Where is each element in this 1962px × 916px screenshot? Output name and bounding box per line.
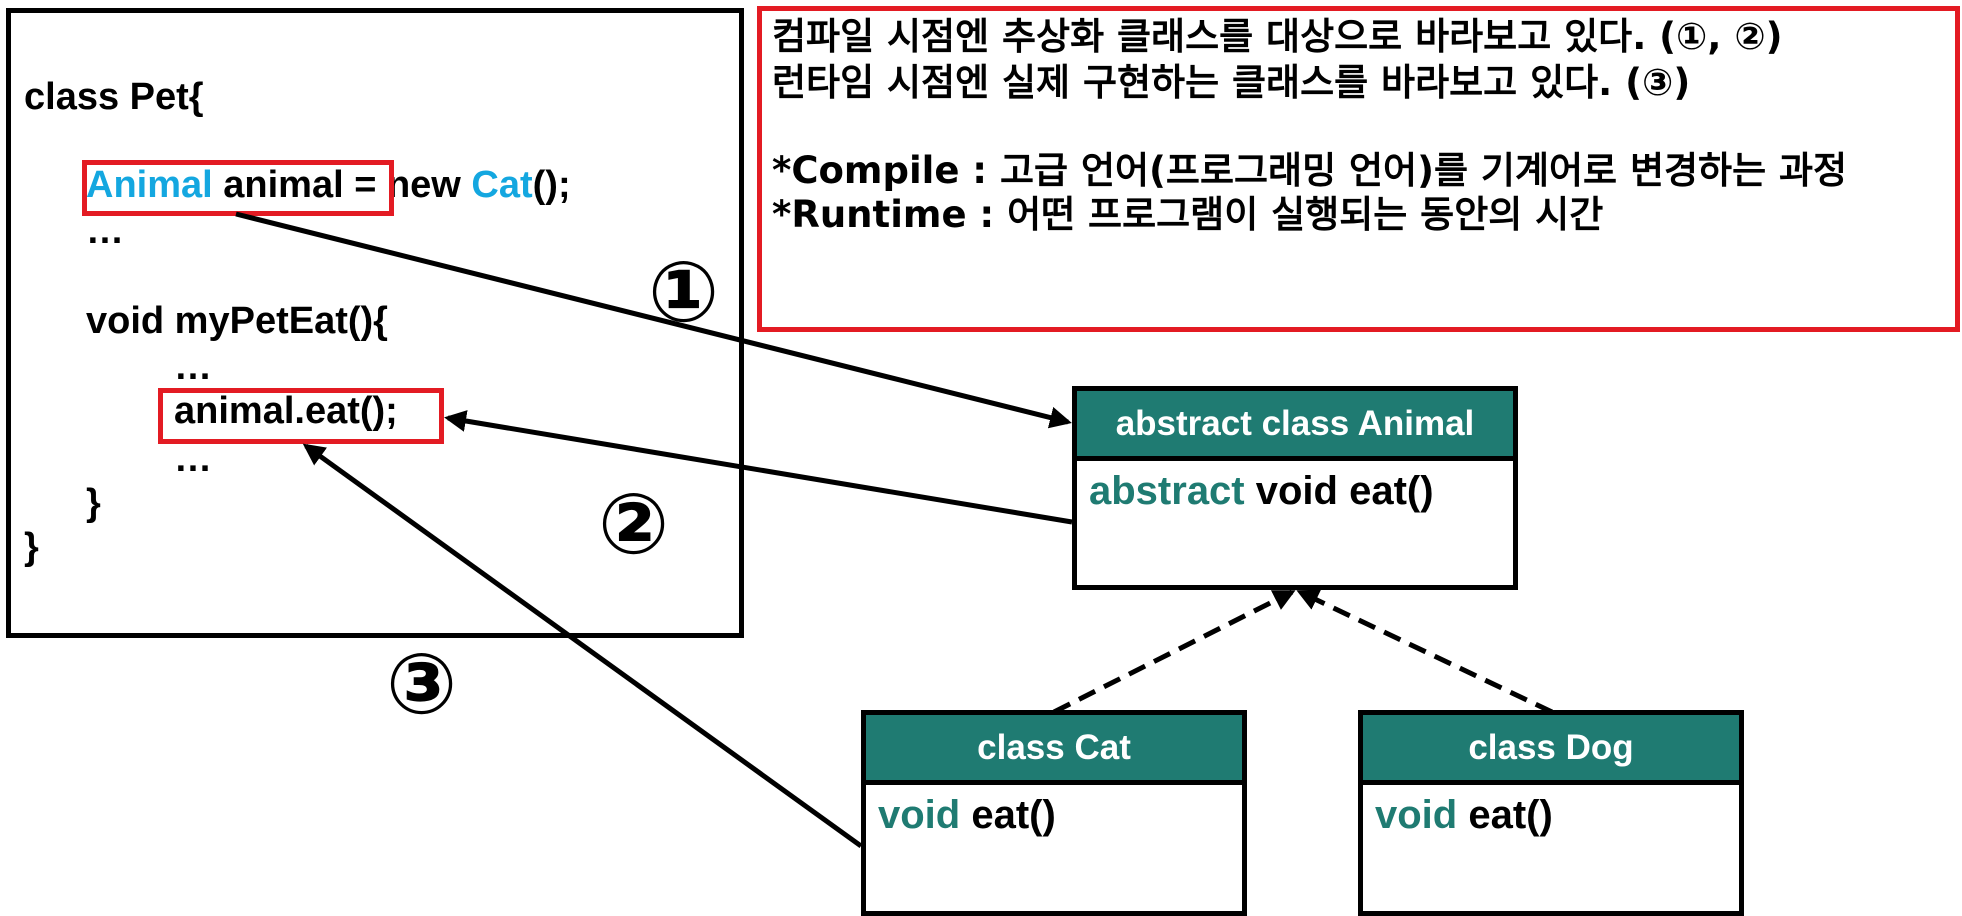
code-line-method-decl: void myPetEat(){ [86,300,388,342]
uml-dog-method: void eat() [1363,785,1739,838]
uml-cat-class: class Cat void eat() [861,710,1247,916]
uml-animal-abstract-kw: abstract [1089,469,1245,513]
arrow-one [235,211,1072,429]
code-ellipsis-2: … [174,346,212,388]
uml-animal-method-sig: void eat() [1244,469,1434,513]
marker-three: ③ [386,635,458,733]
code-close-method: } [86,482,101,524]
code-close-class: } [24,526,39,568]
uml-cat-title: class Cat [866,715,1242,785]
uml-cat-method: void eat() [866,785,1242,838]
uml-dog-title: class Dog [1363,715,1739,785]
code-panel [6,8,744,638]
note-runtime: 런타임 시점엔 실제 구현하는 클래스를 바라보고 있다. (③) [772,61,1691,104]
code-type-animal: Animal [86,164,213,206]
uml-dog-method-sig: eat() [1457,793,1553,837]
explanation-panel [757,6,1960,332]
inheritance-cat [1052,589,1296,715]
code-class-cat: Cat [471,164,533,206]
uml-dog-void-kw: void [1375,793,1458,837]
code-field-name: animal [212,164,355,206]
code-line-class-pet: class Pet{ [24,76,204,118]
uml-animal-method: abstract void eat() [1077,461,1513,514]
code-line-eat-call: animal.eat(); [174,390,398,432]
code-line-field-declaration: Animal animal = new Cat(); [86,166,571,204]
note-compile-definition: *Compile : 고급 언어(프로그래밍 언어)를 기계어로 변경하는 과정 [772,149,1848,192]
code-ellipsis-3: … [174,438,212,480]
uml-animal-title: abstract class Animal [1077,391,1513,461]
code-ellipsis-1: … [86,210,124,252]
arrow-three [302,443,863,849]
code-new-keyword: = new [354,164,472,206]
note-compile-time: 컴파일 시점엔 추상화 클래스를 대상으로 바라보고 있다. (①, ②) [772,15,1783,58]
code-parens: (); [532,164,571,206]
highlight-eat-call [158,388,444,444]
uml-cat-method-sig: eat() [960,793,1056,837]
inheritance-dog [1296,589,1554,715]
marker-two: ② [598,475,670,573]
note-runtime-definition: *Runtime : 어떤 프로그램이 실행되는 동안의 시간 [772,193,1604,236]
uml-cat-void-kw: void [878,793,961,837]
marker-one: ① [648,243,720,341]
uml-animal-class: abstract class Animal abstract void eat(… [1072,386,1518,590]
arrow-two [444,410,1073,525]
